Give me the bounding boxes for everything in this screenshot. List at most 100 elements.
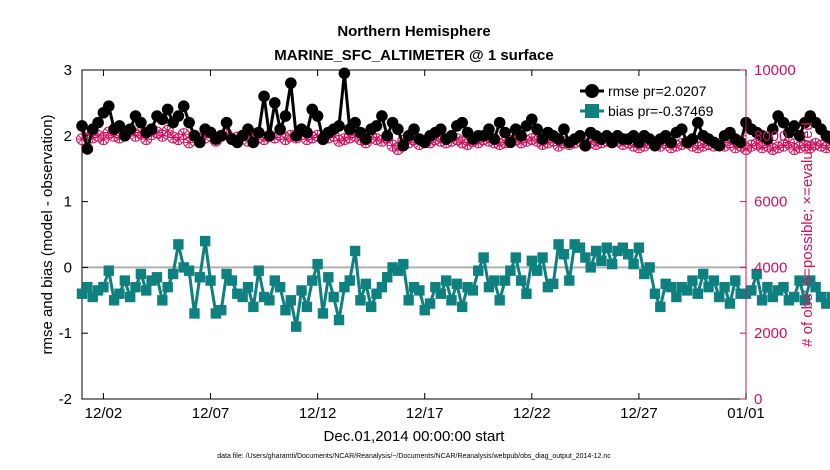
obs-point-cross bbox=[77, 134, 87, 145]
rmse-point bbox=[788, 120, 800, 132]
bias-point bbox=[290, 321, 302, 332]
bias-point bbox=[601, 242, 612, 253]
x-tick-label: 12/27 bbox=[620, 405, 658, 422]
bias-point bbox=[376, 281, 388, 293]
obs-point-cross bbox=[151, 127, 162, 138]
bias-point bbox=[226, 275, 238, 286]
x-tick-label: 12/17 bbox=[406, 405, 444, 422]
bias-point bbox=[280, 304, 291, 316]
bias-point bbox=[248, 301, 259, 313]
axes: -2 -1 0 1 2 3 0 2000 4000 6000 8000 10000 12/02 12/07… bbox=[59, 62, 796, 422]
obs-point-cross bbox=[259, 134, 270, 145]
rmse-point bbox=[692, 116, 704, 129]
obs-point-cross bbox=[93, 130, 104, 141]
obs-point-cross bbox=[141, 134, 152, 145]
bias-point bbox=[274, 281, 286, 293]
bias-point bbox=[242, 281, 254, 293]
obs-point-cross bbox=[805, 142, 816, 153]
rmse-point bbox=[285, 77, 297, 89]
bias-point bbox=[660, 278, 671, 290]
bias-point bbox=[494, 295, 505, 306]
legend-bias-marker bbox=[585, 104, 599, 118]
bias-point bbox=[665, 281, 677, 293]
obs-point-cross bbox=[778, 140, 789, 151]
rmse-point bbox=[574, 130, 586, 142]
bias-point bbox=[580, 252, 591, 263]
bias-point bbox=[157, 295, 168, 306]
obs-point-cross bbox=[762, 140, 773, 151]
bias-point bbox=[178, 262, 189, 273]
obs-point bbox=[177, 128, 190, 141]
bias-point bbox=[317, 308, 329, 319]
bias-point bbox=[655, 301, 666, 313]
y-tick-label: 0 bbox=[64, 259, 72, 276]
rmse-point bbox=[177, 100, 190, 112]
rmse-point bbox=[558, 123, 570, 136]
rmse-point bbox=[376, 110, 388, 122]
rmse-point bbox=[761, 133, 774, 145]
obs-point-cross bbox=[184, 137, 195, 148]
obs-point-cross bbox=[376, 135, 387, 146]
bias-point bbox=[569, 239, 580, 250]
rmse-point bbox=[349, 116, 361, 129]
rmse-point bbox=[392, 123, 404, 136]
y-tick-label: -1 bbox=[59, 325, 72, 342]
bias-point bbox=[216, 304, 227, 316]
bias-point bbox=[387, 262, 398, 273]
rmse-point bbox=[713, 139, 726, 152]
bias-point bbox=[756, 295, 768, 306]
bias-point bbox=[799, 295, 811, 306]
obs-point-cross bbox=[103, 127, 114, 138]
rmse-point bbox=[268, 97, 281, 109]
bias-point bbox=[542, 281, 554, 293]
bias-point bbox=[558, 249, 570, 260]
bias-point bbox=[167, 268, 179, 280]
rmse-point bbox=[526, 113, 538, 126]
bias-point bbox=[681, 285, 693, 296]
obs-point-cross bbox=[98, 134, 109, 145]
obs-point-circle bbox=[820, 141, 830, 154]
bias-point bbox=[644, 262, 655, 273]
bias-line bbox=[80, 239, 830, 327]
bias-point bbox=[371, 288, 382, 299]
rmse-points bbox=[76, 67, 830, 155]
marks bbox=[76, 67, 830, 332]
rmse-point bbox=[483, 123, 495, 136]
rmse-point bbox=[825, 133, 830, 145]
rmse-point bbox=[456, 116, 468, 129]
bias-point bbox=[269, 275, 280, 286]
bias-point bbox=[323, 272, 334, 283]
y-right-tick-label: 0 bbox=[754, 391, 762, 408]
rmse-point bbox=[488, 133, 501, 145]
bias-point bbox=[805, 275, 816, 286]
chart-title: Northern Hemisphere bbox=[337, 23, 490, 40]
rmse-point bbox=[515, 130, 527, 142]
bias-point bbox=[360, 278, 372, 290]
chart-subtitle: MARINE_SFC_ALTIMETER @ 1 surface bbox=[274, 47, 553, 64]
bias-point bbox=[98, 281, 109, 293]
rmse-point bbox=[499, 126, 511, 139]
bias-point bbox=[419, 304, 430, 316]
obs-point-cross bbox=[82, 129, 93, 140]
bias-point bbox=[446, 295, 457, 306]
bias-point bbox=[762, 281, 773, 293]
bias-point bbox=[312, 258, 323, 270]
bias-point bbox=[408, 281, 420, 293]
bias-point bbox=[730, 275, 741, 286]
bias-point bbox=[349, 245, 361, 257]
bias-point bbox=[606, 258, 618, 270]
bias-point bbox=[339, 281, 350, 293]
bias-point bbox=[537, 252, 548, 263]
obs-point-cross bbox=[178, 129, 189, 140]
bias-point bbox=[237, 291, 248, 303]
obs-point-cross bbox=[350, 130, 361, 141]
bias-point bbox=[489, 275, 500, 286]
bias-point bbox=[778, 281, 789, 293]
obs-point-cross bbox=[328, 130, 339, 141]
rmse-point bbox=[242, 123, 254, 136]
bias-point bbox=[130, 281, 141, 293]
bias-point bbox=[478, 252, 489, 263]
bias-point bbox=[146, 275, 157, 286]
obs-point-cross bbox=[473, 137, 484, 148]
bias-point bbox=[403, 295, 414, 306]
